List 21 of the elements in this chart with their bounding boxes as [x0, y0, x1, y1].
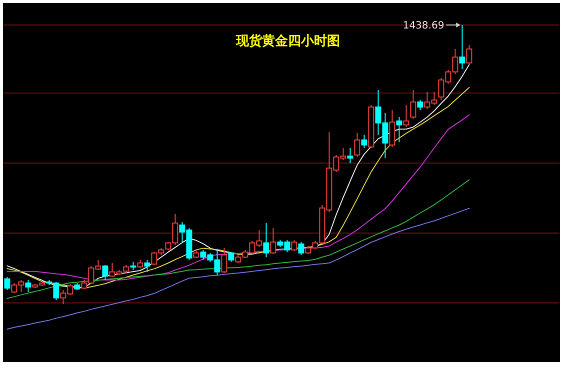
candlestick — [270, 228, 276, 255]
candlestick — [466, 44, 472, 65]
candlestick — [298, 242, 304, 256]
candlestick — [410, 90, 416, 120]
candlestick — [291, 240, 298, 252]
candlestick — [396, 116, 402, 142]
candlestick — [102, 264, 108, 281]
annotation: 1438.69 — [402, 20, 444, 32]
candlestick — [389, 110, 396, 148]
candlestick — [25, 280, 32, 293]
text: 现货黄金四小时图 — [235, 33, 340, 49]
candlestick — [403, 104, 410, 128]
candlestick — [221, 247, 228, 274]
candlestick — [354, 132, 360, 158]
candlestick — [347, 148, 354, 164]
candlestick — [263, 222, 270, 258]
candlestick — [361, 134, 368, 149]
candlestick — [144, 259, 150, 272]
candlestick — [417, 100, 424, 111]
candlestick — [228, 252, 234, 262]
candlestick — [4, 276, 10, 291]
